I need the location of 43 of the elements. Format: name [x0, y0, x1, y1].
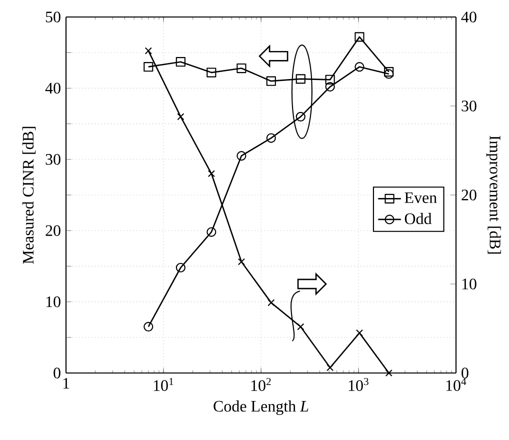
- x-tick-label: 10$^{4}$: [446, 378, 466, 391]
- legend-label: Odd: [404, 212, 432, 224]
- point: [176, 57, 186, 67]
- y-tick-label: 50: [46, 12, 60, 22]
- point: [325, 74, 335, 84]
- point: [177, 113, 184, 120]
- point: [354, 62, 364, 72]
- x-tick-label: 10$^{3}$: [348, 378, 368, 391]
- point: [325, 82, 335, 92]
- legend-label: Even: [404, 192, 437, 204]
- point: [176, 262, 186, 272]
- x-axis-title: Code Length L: [214, 400, 308, 415]
- point: [356, 329, 364, 336]
- y-tick-label: 30: [46, 154, 60, 165]
- y2-tick-label: 20: [462, 190, 476, 200]
- y2-tick-label: 10: [462, 278, 476, 290]
- y-tick-label: 0: [54, 368, 60, 378]
- y2-tick-label: 30: [462, 100, 476, 112]
- y-tick-label: 10: [46, 296, 60, 308]
- point: [266, 133, 276, 143]
- point: [354, 32, 364, 42]
- point: [296, 74, 306, 84]
- point: [236, 151, 246, 161]
- y2-tick-label: 0: [462, 368, 468, 378]
- point: [206, 68, 216, 78]
- point: [296, 112, 306, 122]
- y-tick-label: 40: [45, 82, 60, 94]
- point: [297, 323, 304, 330]
- y2-tick-label: 40: [461, 12, 476, 22]
- point: [266, 76, 276, 86]
- y-axis-title: Measured CINR [dB]: [22, 126, 36, 264]
- point: [385, 369, 392, 377]
- y-tick-label: 20: [46, 225, 60, 236]
- point: [236, 63, 246, 74]
- point: [326, 364, 334, 372]
- point: [238, 258, 245, 266]
- point: [268, 299, 275, 306]
- x-tick-label: 1: [63, 378, 70, 389]
- x-tick-label: 10$^{2}$: [251, 378, 271, 391]
- point: [206, 227, 216, 237]
- y2-axis-title: Improvement [dB]: [486, 136, 501, 254]
- point: [208, 170, 215, 178]
- x-tick-label: 10$^{1}$: [154, 378, 174, 391]
